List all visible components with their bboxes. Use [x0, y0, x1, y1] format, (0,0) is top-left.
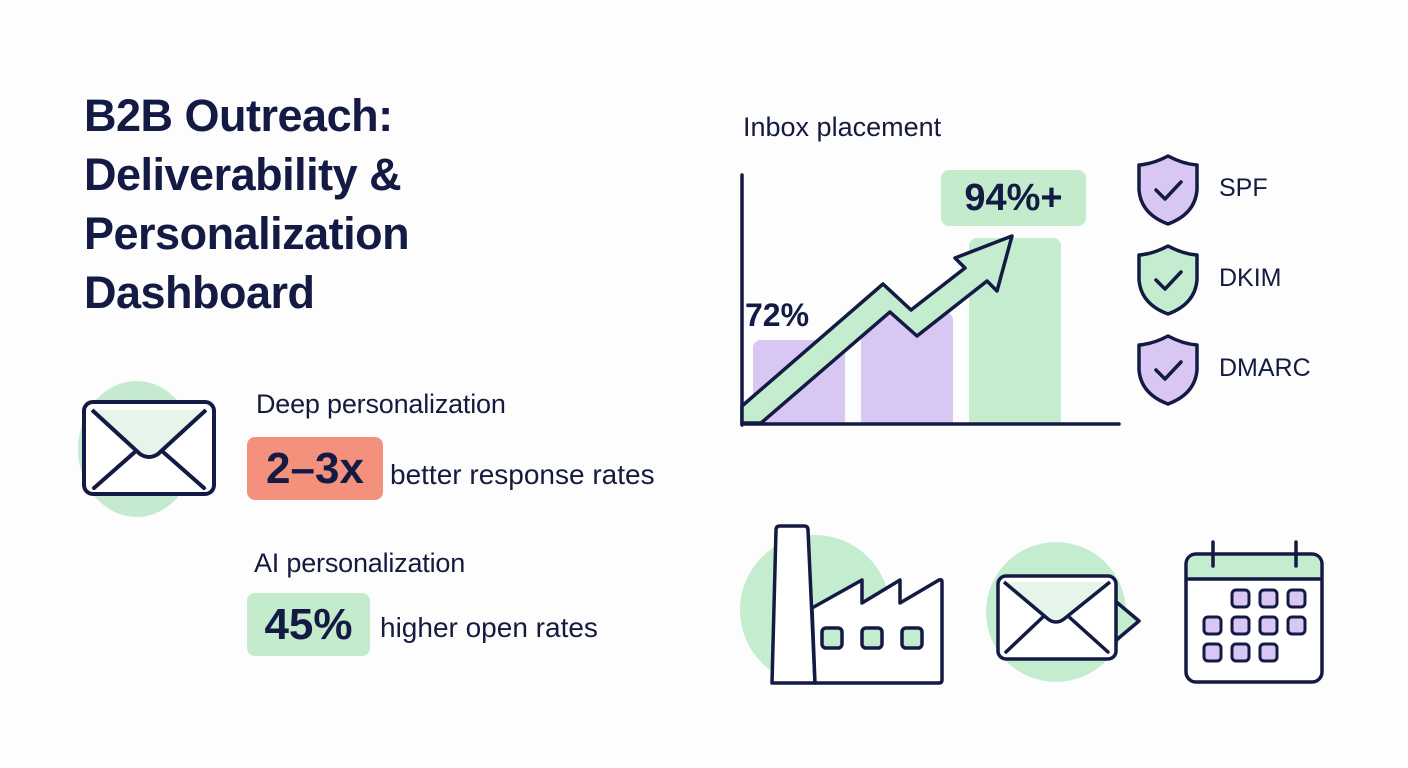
- envelope-icon: [82, 400, 216, 496]
- stat-badge-open: 45%: [247, 593, 370, 656]
- inbox-placement-chart: 72% 94%+: [735, 160, 1125, 435]
- auth-label-dmarc: DMARC: [1219, 354, 1311, 382]
- stat-badge-response: 2–3x: [247, 437, 383, 500]
- chart-axes-and-arrow: [740, 173, 1121, 427]
- stat-desc-response: better response rates: [390, 459, 655, 490]
- chart-title: Inbox placement: [743, 112, 942, 142]
- auth-label-dkim: DKIM: [1219, 264, 1282, 292]
- shield-check-icon-spf: [1137, 154, 1199, 226]
- shield-check-icon-dmarc: [1137, 334, 1199, 406]
- send-email-icon: [986, 542, 1141, 682]
- page-title: B2B Outreach: Deliverability & Personali…: [84, 86, 544, 322]
- stat-label-ai-personalization: AI personalization: [254, 548, 466, 578]
- title-line-1: B2B Outreach:: [84, 90, 393, 141]
- bar-2: [861, 312, 953, 423]
- title-line-3: Personalization: [84, 208, 410, 259]
- chart-label-start: 72%: [745, 297, 810, 333]
- title-line-4: Dashboard: [84, 267, 315, 318]
- calendar-icon: [1184, 540, 1324, 684]
- shield-check-icon-dkim: [1137, 244, 1199, 316]
- chart-label-end: 94%+: [941, 170, 1086, 226]
- auth-label-spf: SPF: [1219, 174, 1268, 202]
- factory-icon: [740, 524, 944, 685]
- stat-desc-open: higher open rates: [380, 612, 598, 643]
- title-line-2: Deliverability &: [84, 149, 402, 200]
- stat-label-deep-personalization: Deep personalization: [256, 389, 506, 419]
